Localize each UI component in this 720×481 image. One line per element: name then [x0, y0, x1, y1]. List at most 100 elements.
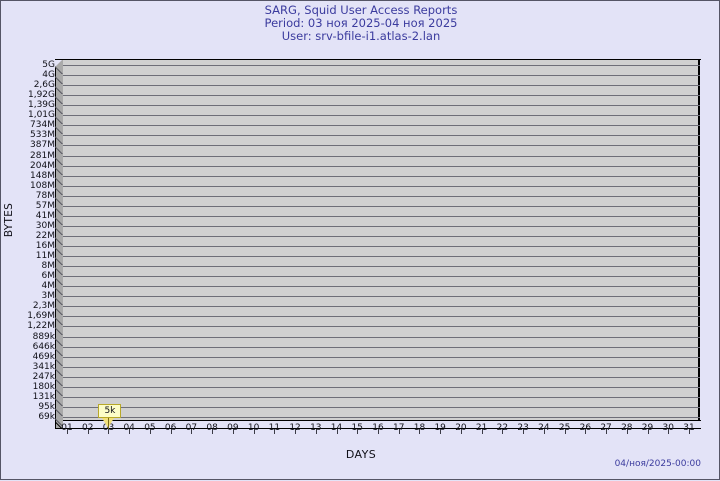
x-axis-tick-label: 15 [351, 423, 363, 433]
y-axis-tick-label: 646k [32, 342, 55, 352]
gridline-depth-diagonal [55, 337, 64, 346]
gridline-depth-diagonal [55, 246, 64, 255]
report-period: Period: 03 ноя 2025-04 ноя 2025 [264, 15, 458, 30]
y-axis-tick-label: 22M [35, 231, 55, 241]
x-axis-tick-mark [274, 429, 275, 434]
x-axis-tick-label: 06 [164, 423, 177, 433]
gridline-depth-diagonal [55, 196, 64, 205]
x-axis-tick-label: 24 [538, 423, 550, 433]
y-axis-tick-label: 281M [30, 151, 55, 161]
x-axis-tick-label: 21 [475, 423, 488, 433]
gridline-depth-diagonal [55, 166, 64, 175]
plot-face [63, 59, 700, 420]
x-axis-tick-mark [357, 429, 358, 434]
page-title: SARG, Squid User Access Reports [264, 3, 458, 17]
gridline [63, 236, 700, 237]
gridline [63, 286, 700, 287]
y-axis-tick-label: 16M [35, 241, 55, 251]
x-axis-tick-label: 12 [289, 423, 301, 433]
y-axis-tick-label: 2,6G [33, 80, 55, 90]
gridline [63, 75, 700, 76]
y-axis-tick-label: 69k [38, 412, 55, 422]
gridline-depth-diagonal [55, 125, 64, 134]
y-axis-tick-label: 341k [32, 362, 55, 372]
chart-title-block: SARG, Squid User Access Reports Period: … [1, 4, 720, 42]
gridline [63, 115, 700, 116]
y-axis-tick-label: 131k [32, 392, 55, 402]
gridline-depth-diagonal [55, 226, 64, 235]
gridline-depth-diagonal [55, 216, 64, 225]
gridline-depth-diagonal [55, 266, 64, 275]
x-axis-tick-mark [440, 429, 441, 434]
gridline [63, 296, 700, 297]
x-axis-tick-mark [337, 429, 338, 434]
gridline [63, 326, 700, 327]
y-axis-ticks: 5G 4G 2,6G 1,92G 1,39G 1,01G 734M 533M 387M 281M 2… [9, 1, 55, 481]
gridline [63, 417, 700, 418]
x-axis-tick-mark [648, 429, 649, 434]
gridline-depth-diagonal [55, 326, 64, 335]
x-axis-tick-label: 19 [434, 423, 446, 433]
x-axis-tick-mark [565, 429, 566, 434]
x-axis-tick-mark [129, 429, 130, 434]
x-axis-tick-mark [88, 429, 89, 434]
x-axis-tick-mark [482, 429, 483, 434]
plot-depth-edge [55, 59, 64, 68]
x-axis-tick-mark [523, 429, 524, 434]
x-axis-tick-mark [419, 429, 420, 434]
gridline [63, 226, 700, 227]
x-axis-tick-label: 29 [641, 423, 654, 433]
gridline [63, 256, 700, 257]
x-axis-tick-label: 26 [579, 423, 592, 433]
gridline [63, 95, 700, 96]
x-axis-tick-mark [171, 429, 172, 434]
y-axis-tick-label: 57M [35, 201, 55, 211]
x-axis-tick-label: 01 [61, 423, 73, 433]
x-axis-tick-mark [606, 429, 607, 434]
x-axis-tick-label: 27 [600, 423, 612, 433]
report-user: User: srv-bfile-i1.atlas-2.lan [281, 28, 441, 43]
x-axis-tick-label: 02 [81, 423, 94, 433]
gridline [63, 206, 700, 207]
x-axis-tick-label: 17 [392, 423, 405, 433]
x-axis-tick-label: 30 [662, 423, 674, 433]
x-axis-tick-label: 23 [517, 423, 529, 433]
x-axis-tick-label: 05 [144, 423, 156, 433]
x-axis-tick-label: 18 [413, 423, 426, 433]
gridline-depth-diagonal [55, 347, 64, 356]
gridline [63, 196, 700, 197]
gridline [63, 156, 700, 157]
gridline [63, 125, 700, 126]
x-axis-tick-label: 09 [227, 423, 239, 433]
x-axis-tick-mark [233, 429, 234, 434]
gridline [63, 387, 700, 388]
x-axis-tick-mark [108, 429, 109, 434]
gridline [63, 357, 700, 358]
gridline-depth-diagonal [55, 95, 64, 104]
y-axis-tick-label: 533M [30, 130, 55, 140]
x-axis-tick-mark [316, 429, 317, 434]
gridline-depth-diagonal [55, 65, 64, 74]
x-axis-tick-mark [67, 429, 68, 434]
x-axis-tick-label: 08 [206, 423, 218, 433]
gridline [63, 407, 700, 408]
gridline-depth-diagonal [55, 156, 64, 165]
gridline-depth-diagonal [55, 85, 64, 94]
y-axis-tick-label: 78M [35, 191, 55, 201]
y-axis-tick-label: 4G [42, 70, 55, 80]
x-axis-tick-mark [502, 429, 503, 434]
gridline [63, 85, 700, 86]
x-axis-tick-mark [295, 429, 296, 434]
gridline-depth-diagonal [55, 397, 64, 406]
gridline [63, 145, 700, 146]
x-axis-tick-label: 16 [372, 423, 384, 433]
y-axis-tick-label: 734M [30, 120, 55, 130]
gridline-depth-diagonal [55, 105, 64, 114]
x-axis-tick-mark [689, 429, 690, 434]
x-axis-tick-label: 11 [268, 423, 281, 433]
gridline [63, 266, 700, 267]
x-axis-tick-mark [150, 429, 151, 434]
gridline-depth-diagonal [55, 145, 64, 154]
gridline-depth-diagonal [55, 256, 64, 265]
